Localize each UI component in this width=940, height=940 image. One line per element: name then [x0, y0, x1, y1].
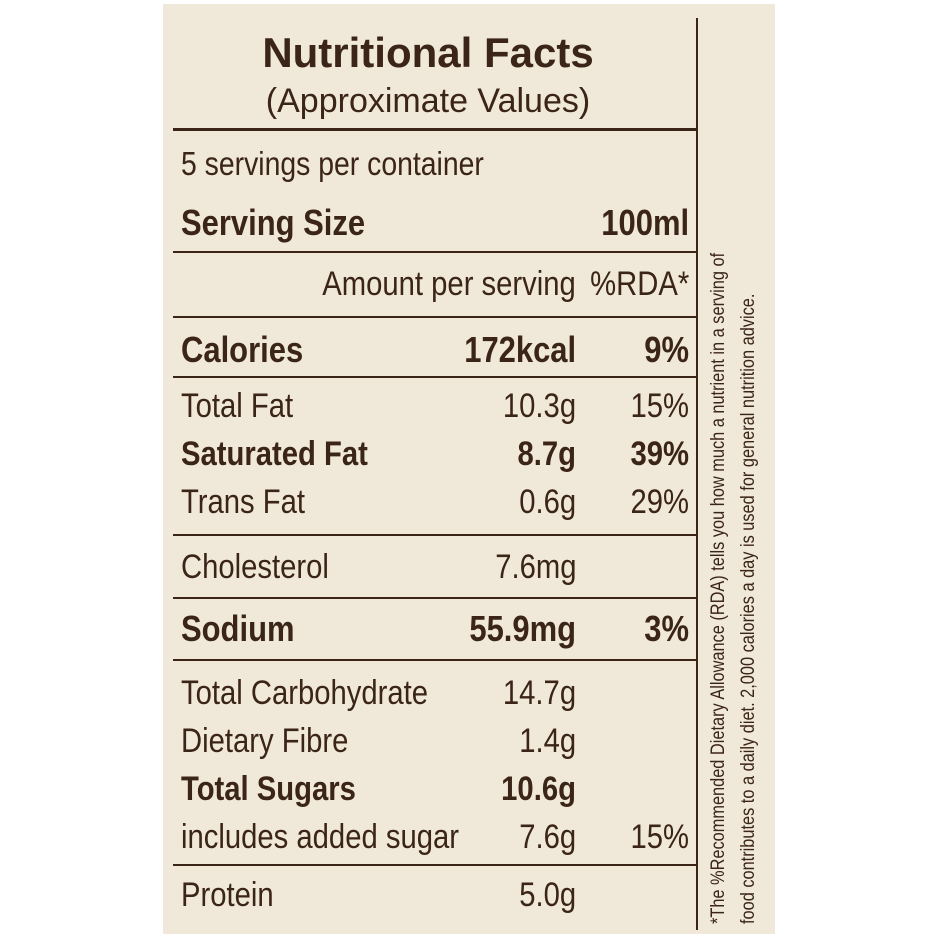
total-carbohydrate-amount: 14.7g [502, 674, 576, 712]
added-sugar-label: includes added sugar [181, 818, 459, 856]
label-subtitle: (Approximate Values) [265, 82, 591, 120]
serving-size-label: Serving Size [181, 202, 366, 243]
footnote-line-1: *The %Recommended Dietary Allowance (RDA… [708, 252, 729, 924]
divider [173, 316, 696, 318]
divider [173, 251, 696, 253]
sodium-amount: 55.9mg [469, 608, 576, 649]
sodium-label: Sodium [181, 608, 295, 649]
total-carbohydrate-label: Total Carbohydrate [181, 674, 429, 712]
trans-fat-rda: 29% [630, 483, 689, 521]
total-sugars-label: Total Sugars [181, 770, 356, 808]
calories-label: Calories [181, 329, 304, 370]
total-fat-rda: 15% [630, 387, 689, 425]
divider [173, 128, 696, 131]
cholesterol-label: Cholesterol [181, 548, 329, 586]
dietary-fibre-amount: 1.4g [519, 722, 576, 760]
serving-size-value: 100ml [601, 202, 689, 243]
footnote-divider [696, 18, 698, 930]
calories-amount: 172kcal [464, 329, 576, 370]
total-fat-amount: 10.3g [502, 387, 576, 425]
rda-header: %RDA* [589, 265, 689, 303]
protein-amount: 5.0g [519, 876, 576, 914]
saturated-fat-amount: 8.7g [517, 435, 576, 473]
saturated-fat-label: Saturated Fat [181, 435, 368, 473]
saturated-fat-rda: 39% [630, 435, 689, 473]
calories-rda: 9% [644, 329, 689, 370]
rda-footnote: *The %Recommended Dietary Allowance (RDA… [704, 24, 768, 924]
divider [173, 534, 696, 536]
total-sugars-amount: 10.6g [501, 770, 576, 808]
added-sugar-rda: 15% [630, 818, 689, 856]
dietary-fibre-label: Dietary Fibre [181, 722, 349, 760]
footnote-line-2: food contributes to a daily diet. 2,000 … [738, 293, 759, 924]
sodium-rda: 3% [644, 608, 689, 649]
protein-label: Protein [181, 876, 274, 914]
divider [173, 597, 696, 599]
nutrition-label: Nutritional Facts (Approximate Values) 5… [163, 4, 775, 934]
amount-per-serving-header: Amount per serving [322, 265, 576, 303]
servings-per-container: 5 servings per container [181, 145, 484, 182]
added-sugar-amount: 7.6g [519, 818, 576, 856]
trans-fat-amount: 0.6g [519, 483, 576, 521]
divider [173, 864, 696, 866]
divider [173, 376, 696, 378]
total-fat-label: Total Fat [181, 387, 294, 425]
trans-fat-label: Trans Fat [181, 483, 306, 521]
divider [173, 659, 696, 661]
cholesterol-amount: 7.6mg [494, 548, 576, 586]
label-title: Nutritional Facts [262, 29, 594, 76]
